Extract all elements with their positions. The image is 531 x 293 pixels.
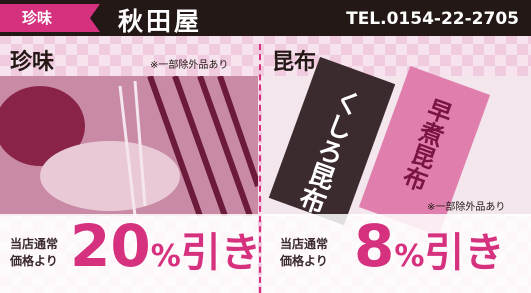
product-photo (0, 76, 258, 216)
text: 当店通常 (10, 236, 58, 253)
text: 引き (181, 230, 261, 276)
price-band: 当店通常価格より 8%引き (262, 214, 531, 293)
text: 価格より (10, 253, 58, 270)
text: 価格より (280, 253, 328, 270)
flyer: 珍味 秋田屋 TEL.0154-22-2705 珍味 ※一部除外品あり 当店通常… (0, 0, 531, 293)
panel-title: 珍味 (10, 44, 54, 76)
shop-name: 秋田屋 (118, 2, 202, 38)
note: ※一部除外品あり (150, 56, 228, 71)
discount: 8%引き (354, 212, 504, 280)
panel-title: 昆布 (272, 44, 316, 76)
panel: 珍味 ※一部除外品あり 当店通常価格より 20%引き (0, 36, 258, 293)
text: % (394, 239, 424, 274)
panel: 昆布 くしろ昆布 早煮昆布 ※一部除外品あり 当店通常価格より 8%引き (262, 36, 531, 293)
phone: TEL.0154-22-2705 (346, 9, 519, 29)
text: 20 (70, 212, 151, 280)
price-prefix: 当店通常価格より (280, 236, 328, 270)
product-photo: くしろ昆布 早煮昆布 (262, 76, 531, 216)
note: ※一部除外品あり (427, 198, 505, 213)
text: % (151, 239, 181, 274)
text: 8 (354, 212, 394, 280)
category-tag: 珍味 (0, 4, 100, 32)
price-prefix: 当店通常価格より (10, 236, 58, 270)
text: 当店通常 (280, 236, 328, 253)
text: 引き (424, 230, 504, 276)
package-label: 早煮昆布 (393, 93, 459, 195)
package-label: くしろ昆布 (289, 83, 368, 218)
price-band: 当店通常価格より 20%引き (0, 214, 258, 293)
separator (259, 44, 261, 293)
discount: 20%引き (70, 212, 261, 280)
